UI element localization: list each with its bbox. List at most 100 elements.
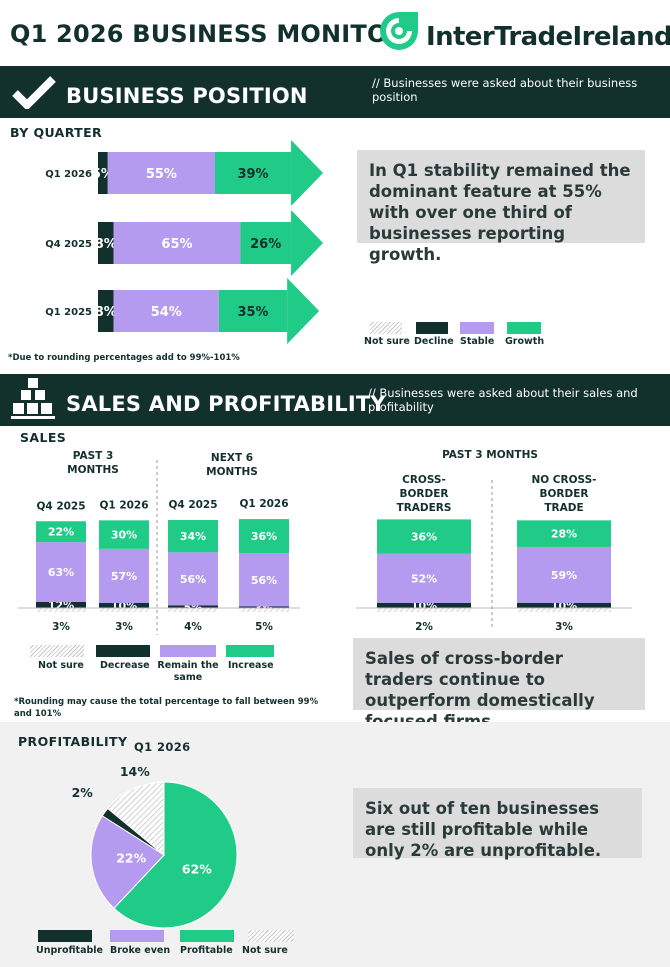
bar-segment-decrease [517, 603, 611, 608]
profitability-callout: Six out of ten businesses are still prof… [353, 788, 642, 860]
legend-swatch-increase [226, 645, 274, 657]
legend-label-stable: Stable [460, 336, 495, 347]
bar-segment-increase [99, 520, 149, 549]
bar-segment-growth [215, 152, 292, 194]
profitability-legend: Unprofitable Broke even Profitable Not s… [30, 930, 300, 960]
sales-profitability-title: SALES AND PROFITABILITY [66, 392, 386, 416]
sales-callout: Sales of cross-border traders continue t… [353, 638, 645, 731]
data-label: 56% [180, 573, 206, 586]
business-position-legend: Not sure Decline Stable Growth [364, 322, 664, 348]
sales-label: SALES [20, 430, 67, 445]
legend-label-not-sure: Not sure [38, 660, 84, 671]
by-quarter-label: BY QUARTER [10, 125, 103, 140]
data-label: 14% [120, 764, 150, 779]
legend-label-broke-even: Broke even [110, 945, 171, 956]
bar-segment-stable [113, 290, 219, 332]
category-label: BORDER [400, 488, 449, 500]
data-label: 8% [95, 237, 117, 252]
bar-segment-not-sure [377, 608, 471, 612]
legend-label-growth: Growth [505, 336, 545, 347]
legend-swatch-not-sure [370, 322, 402, 334]
legend-label-decrease: Decrease [100, 660, 150, 671]
bar-segment-increase [239, 519, 289, 554]
data-label: 3% [115, 621, 133, 633]
legend-swatch-not-sure [30, 645, 84, 657]
bar-segment-growth [218, 290, 288, 332]
data-label: 30% [111, 529, 137, 542]
bar-segment-decline [98, 222, 114, 264]
bar-segment-not-sure [36, 608, 86, 612]
business-position-chart: Q1 2026 5% 55% 39%Q4 2025 8% 65% 26%Q1 2025 8% 5… [45, 140, 324, 344]
data-label: 2% [415, 621, 433, 633]
data-label: 36% [251, 530, 277, 543]
business-position-note: // Businesses were asked about their bus… [372, 76, 638, 104]
bar-segment-stable [113, 222, 241, 264]
pie-slice-profitable [113, 781, 238, 929]
data-label: 57% [111, 570, 137, 583]
legend-label-profitable: Profitable [180, 945, 233, 956]
bar-segment-increase [36, 521, 86, 543]
bar-segment-remain [168, 552, 218, 606]
data-label: 22% [116, 851, 146, 866]
data-label: 22% [48, 526, 74, 539]
category-label: BORDER [540, 488, 589, 500]
legend-swatch-profitable [180, 930, 234, 942]
quarter-label: Q1 2025 [45, 307, 92, 318]
category-label: Q4 2025 [36, 500, 85, 512]
category-label: Q1 2026 [99, 499, 148, 511]
arrow-head [291, 140, 324, 206]
bar-segment-growth [240, 222, 292, 264]
legend-swatch-unprofitable [38, 930, 92, 942]
data-label: 56% [251, 574, 277, 587]
sales-legend: Not sure Decrease Remain the same Increa… [30, 645, 290, 685]
bar-segment-increase [377, 519, 471, 554]
data-label: 54% [151, 305, 182, 320]
arrow-head [287, 278, 320, 344]
legend-label-not-sure: Not sure [242, 945, 288, 956]
bar-segment-remain [99, 548, 149, 603]
data-label: 62% [182, 862, 212, 877]
bar-segment-remain [36, 542, 86, 602]
data-label: 26% [250, 237, 281, 252]
category-label: TRADE [544, 502, 583, 514]
data-label: 28% [551, 528, 577, 541]
data-label: 5% [255, 621, 273, 633]
brand-name: InterTradeIreland [426, 22, 670, 52]
business-position-title: BUSINESS POSITION [66, 84, 308, 108]
legend-label-not-sure: Not sure [364, 336, 410, 347]
sales-profitability-banner: SALES AND PROFITABILITY // Businesses we… [0, 374, 670, 426]
bar-segment-increase [517, 520, 611, 547]
category-label: CROSS- [402, 474, 446, 486]
page-title: Q1 2026 BUSINESS MONITOR [10, 20, 407, 48]
sales-profitability-note: // Businesses were asked about their sal… [368, 386, 638, 414]
quarter-label: Q4 2025 [45, 239, 92, 250]
bar-segment-remain [377, 553, 471, 603]
business-position-banner: BUSINESS POSITION // Businesses were ask… [0, 66, 670, 118]
bar-segment-remain [517, 546, 611, 603]
legend-swatch-not-sure [248, 930, 294, 942]
bar-segment-remain [239, 553, 289, 607]
past-3-months-right-label: PAST 3 MONTHS [442, 449, 538, 461]
data-label: 2% [72, 785, 94, 800]
category-label: NO CROSS- [531, 474, 596, 486]
bar-segment-not-sure [168, 608, 218, 612]
data-label: 34% [180, 530, 206, 543]
legend-swatch-remain [160, 645, 216, 657]
data-label: 3% [555, 621, 573, 633]
data-label: 4% [184, 621, 202, 633]
data-label: 59% [551, 569, 577, 582]
pie-slice-not-sure [107, 781, 165, 857]
data-label: 3% [52, 621, 70, 633]
profitability-quarter: Q1 2026 [134, 740, 191, 754]
business-position-footnote: *Due to rounding percentages add to 99%-… [8, 353, 240, 363]
profitability-label: PROFITABILITY [18, 734, 128, 749]
data-label: 39% [237, 167, 268, 182]
category-label: Q1 2026 [239, 498, 288, 510]
bar-segment-decrease [99, 603, 149, 608]
legend-label-remain: Remain the same [157, 660, 219, 683]
bar-segment-decrease [377, 603, 471, 608]
arrow-head [291, 210, 324, 276]
bar-segment-decline [98, 290, 114, 332]
bar-segment-decline [98, 152, 108, 194]
